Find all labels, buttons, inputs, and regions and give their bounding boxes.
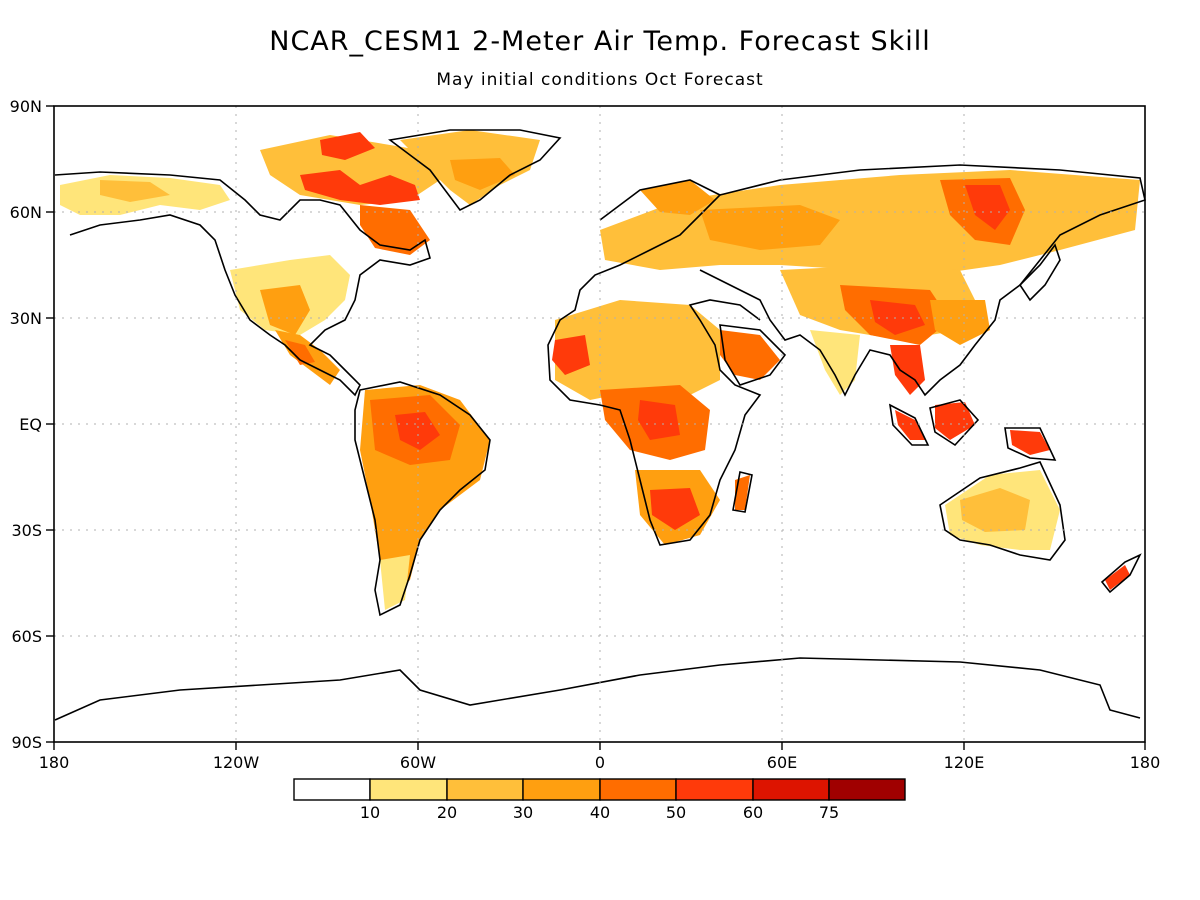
legend-label-75: 75 xyxy=(819,803,839,822)
skill-region-borneo xyxy=(935,402,975,440)
legend-label-20: 20 xyxy=(437,803,457,822)
map-title: NCAR_CESM1 2-Meter Air Temp. Forecast Sk… xyxy=(269,26,931,57)
skill-region-congo xyxy=(638,400,680,440)
skill-region-india xyxy=(810,330,860,395)
skill-region-arabia xyxy=(720,330,780,380)
skill-region-ellesmere xyxy=(320,132,375,160)
coast-europe-africa xyxy=(547,179,762,546)
legend-swatch-1 xyxy=(369,778,448,801)
coast-greenland xyxy=(388,129,562,212)
legend-label-60: 60 xyxy=(743,803,763,822)
skill-region-western-russia xyxy=(700,205,840,250)
coast-sumatra xyxy=(888,403,930,446)
legend-swatch-7 xyxy=(828,778,906,801)
color-legend: 10 20 30 40 50 60 75 xyxy=(293,778,906,822)
lon-label-0: 0 xyxy=(595,753,605,772)
skill-region-usa-sw xyxy=(260,285,310,335)
lat-label-90s: 90S xyxy=(11,733,42,752)
lat-labels: 90N 60N 30N EQ 30S 60S 90S xyxy=(10,97,42,752)
skill-region-madagascar xyxy=(735,475,750,510)
coast-borneo xyxy=(929,399,980,447)
lon-label-180w: 180 xyxy=(39,753,70,772)
legend-label-50: 50 xyxy=(666,803,686,822)
coast-new-guinea xyxy=(1004,427,1057,461)
legend-swatch-3 xyxy=(522,778,601,801)
skill-region-alaska-core xyxy=(100,180,170,202)
skill-region-west-africa xyxy=(552,335,590,375)
skill-region-tibet-core xyxy=(870,300,925,335)
skill-region-sahara xyxy=(555,300,720,400)
coast-arabia xyxy=(719,324,787,386)
lon-label-120e: 120E xyxy=(944,753,985,772)
coast-antarctica xyxy=(54,657,1141,721)
coast-japan xyxy=(1018,243,1061,302)
legend-swatch-0 xyxy=(293,778,371,801)
lat-label-30n: 30N xyxy=(10,309,42,328)
lon-label-120w: 120W xyxy=(213,753,260,772)
skill-region-amazon-core xyxy=(395,412,440,450)
legend-swatch-2 xyxy=(446,778,524,801)
skill-region-siberia-core xyxy=(965,185,1010,230)
lat-label-90n: 90N xyxy=(10,97,42,116)
skill-region-hudson xyxy=(300,170,420,205)
legend-swatch-6 xyxy=(752,778,830,801)
grid-lines xyxy=(54,106,1145,742)
map-subtitle: May initial conditions Oct Forecast xyxy=(436,70,764,90)
skill-region-south-africa-core xyxy=(650,488,700,530)
axis-ticks xyxy=(46,105,1146,750)
legend-swatch-5 xyxy=(675,778,754,801)
legend-label-30: 30 xyxy=(513,803,533,822)
legend-swatch-4 xyxy=(599,778,677,801)
legend-label-10: 10 xyxy=(360,803,380,822)
lon-label-60e: 60E xyxy=(767,753,797,772)
coast-australia xyxy=(939,461,1066,561)
skill-region-patagonia xyxy=(380,555,410,610)
skill-region-new-zealand xyxy=(1105,565,1130,590)
lon-labels: 180 120W 60W 0 60E 120E 180 xyxy=(39,753,1161,772)
skill-region-mexico-core xyxy=(285,340,315,365)
coast-madagascar xyxy=(732,471,753,513)
lon-label-180e: 180 xyxy=(1130,753,1161,772)
skill-region-australia-core xyxy=(960,488,1030,532)
lon-label-60w: 60W xyxy=(400,753,436,772)
lat-label-30s: 30S xyxy=(11,521,42,540)
coast-north-america xyxy=(54,171,431,397)
lat-label-60s: 60S xyxy=(11,627,42,646)
skill-region-scandinavia xyxy=(640,180,715,215)
coast-new-zealand xyxy=(1100,553,1142,594)
legend-label-40: 40 xyxy=(590,803,610,822)
lat-label-eq: EQ xyxy=(19,415,42,434)
coast-asia xyxy=(699,164,1146,397)
skill-region-new-guinea xyxy=(1010,430,1050,455)
skill-region-greenland-core xyxy=(450,158,515,190)
coast-south-america xyxy=(354,381,491,617)
skill-region-east-china xyxy=(930,300,990,345)
skill-region-sumatra xyxy=(895,410,925,440)
lat-label-60n: 60N xyxy=(10,203,42,222)
